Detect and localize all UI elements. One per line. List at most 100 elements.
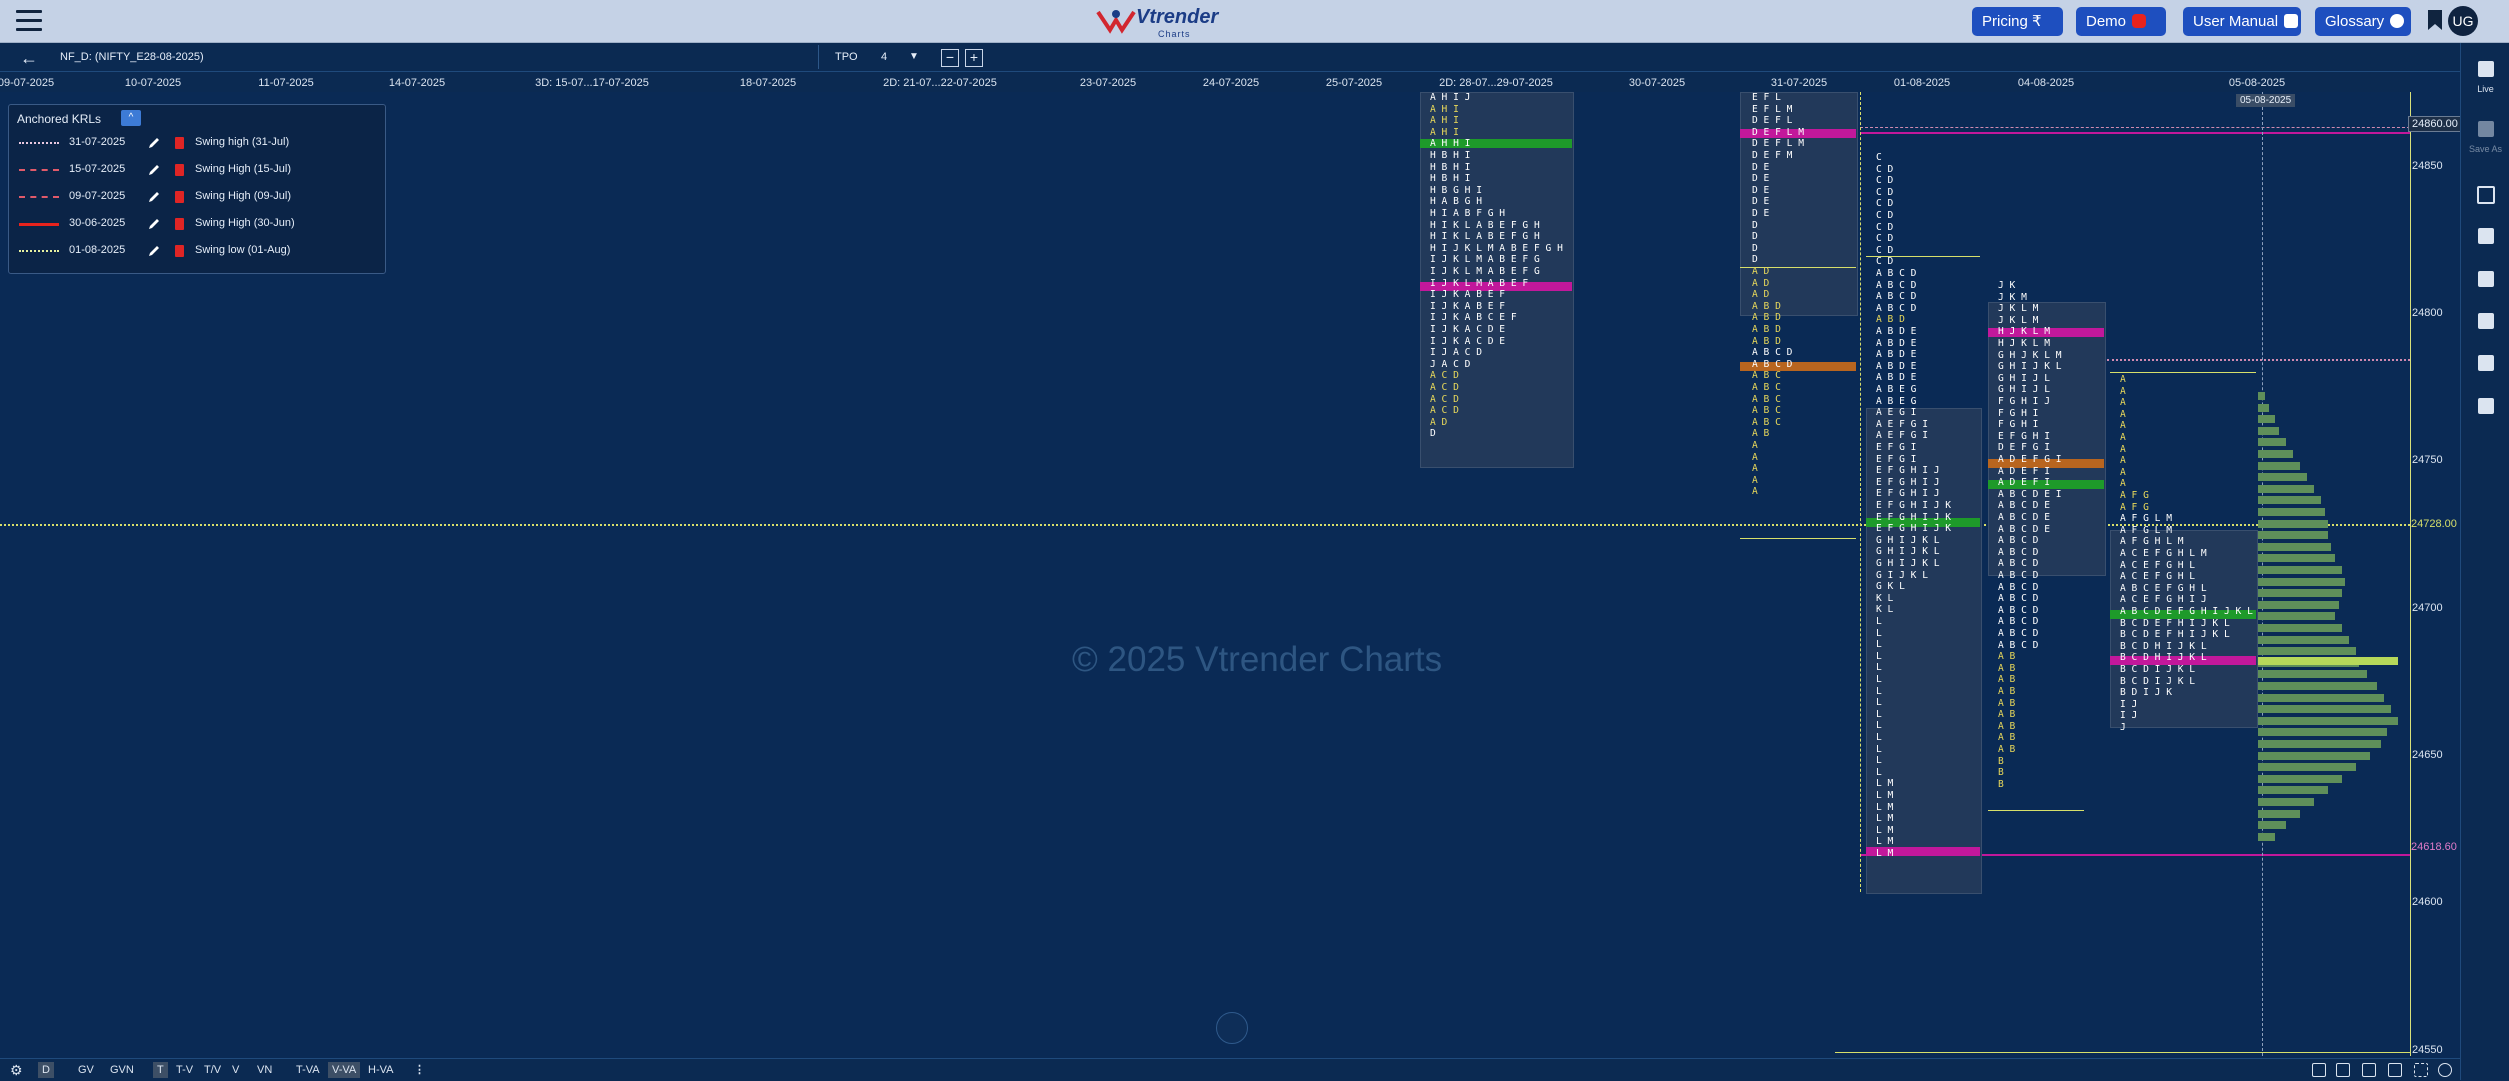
line-chart-icon[interactable] xyxy=(2336,1063,2350,1077)
trash-icon[interactable] xyxy=(175,164,184,176)
view-t-button[interactable]: T xyxy=(153,1062,168,1078)
tpo-row: L xyxy=(1876,743,1882,755)
tpo-row: A B C xyxy=(1752,405,1781,417)
tpo-row: A B C D xyxy=(1998,639,2039,651)
tpo-row: L M xyxy=(1876,848,1894,859)
tpo-value[interactable]: 4 xyxy=(881,51,888,63)
layout-split-button[interactable] xyxy=(2461,228,2509,249)
settings-gear-icon[interactable]: ⚙ xyxy=(10,1062,23,1078)
date-label: 2D: 28-07...29-07-2025 xyxy=(1439,77,1553,89)
single-view-button[interactable] xyxy=(2461,186,2509,209)
tpo-row: E F G H I xyxy=(1998,430,2050,442)
tpo-row: A B xyxy=(1998,720,2016,732)
pencil-icon[interactable] xyxy=(147,217,161,231)
krl-row: 01-08-2025 Swing low (01-Aug) xyxy=(9,241,385,261)
va-band xyxy=(2110,610,2256,619)
tpo-row: L xyxy=(1876,616,1882,627)
va-band xyxy=(1420,139,1572,148)
menu-icon[interactable] xyxy=(16,10,42,32)
trash-icon[interactable] xyxy=(175,245,184,257)
tpo-row: A B D E xyxy=(1876,360,1917,372)
tpo-row: H I A B F G H xyxy=(1430,208,1506,219)
date-label: 31-07-2025 xyxy=(1770,77,1828,89)
tpo-row: D E F G I xyxy=(1998,442,2050,454)
tpo-dropdown-icon[interactable]: ▼ xyxy=(909,51,919,62)
collapse-icon[interactable]: ^ xyxy=(121,110,141,126)
tpo-row: A B xyxy=(1998,732,2016,744)
layout-six-button[interactable] xyxy=(2461,398,2509,419)
pencil-icon[interactable] xyxy=(147,190,161,204)
live-icon xyxy=(2477,61,2494,77)
layout-rows-button[interactable] xyxy=(2461,271,2509,292)
tpo-row: A B C D xyxy=(1998,558,2039,570)
glossary-button[interactable]: Glossary xyxy=(2315,7,2411,36)
tpo-row: A B xyxy=(1998,686,2016,697)
pencil-icon[interactable] xyxy=(147,244,161,258)
vtrender-logo[interactable]: Vtrender Charts xyxy=(1096,4,1218,39)
tpo-row: G I J K L xyxy=(1876,569,1928,581)
market-profile-chart[interactable]: © 2025 Vtrender Charts 05-08-2025 A H I … xyxy=(0,92,2462,1056)
view-t-slash-v-button[interactable]: T/V xyxy=(204,1064,222,1076)
demo-button[interactable]: Demo xyxy=(2076,7,2166,36)
tpo-row: H B G H I xyxy=(1430,184,1482,196)
pencil-icon[interactable] xyxy=(147,136,161,150)
pricing-button[interactable]: Pricing ₹ xyxy=(1972,7,2063,36)
date-label: 10-07-2025 xyxy=(124,77,182,89)
user-manual-button[interactable]: User Manual xyxy=(2183,7,2301,36)
view-t-v-button[interactable]: T-V xyxy=(176,1064,194,1076)
back-arrow-icon[interactable]: ← xyxy=(20,48,38,68)
view-gv-button[interactable]: GV xyxy=(78,1064,94,1076)
histogram-bar xyxy=(2258,728,2387,737)
panel-icon[interactable] xyxy=(2388,1063,2402,1077)
pencil-icon[interactable] xyxy=(147,163,161,177)
tpo-row: A D E F G I xyxy=(1998,454,2062,465)
view-gvn-button[interactable]: GVN xyxy=(110,1064,134,1076)
expand-icon[interactable] xyxy=(2414,1063,2428,1077)
live-button[interactable]: Live xyxy=(2461,61,2509,94)
close-circle-icon[interactable] xyxy=(2438,1063,2452,1077)
tpo-row: L M xyxy=(1876,778,1894,790)
right-sidebar: Live Save As xyxy=(2460,43,2509,1080)
tpo-row: A B D xyxy=(1752,335,1781,347)
view-v-va-button[interactable]: V-VA xyxy=(328,1062,361,1078)
view-d-button[interactable]: D xyxy=(38,1062,54,1078)
zoom-out-button[interactable]: − xyxy=(941,49,959,67)
more-options-icon[interactable]: ⋮ xyxy=(414,1064,425,1076)
view-h-va-button[interactable]: H-VA xyxy=(368,1064,394,1076)
symbol-title: NF_D: (NIFTY_E28-08-2025) xyxy=(60,51,204,63)
poc-band xyxy=(1740,129,1856,138)
tpo-row: A E G I xyxy=(1876,407,1917,419)
layout-columns-button[interactable] xyxy=(2461,355,2509,376)
camera-icon[interactable] xyxy=(2362,1063,2376,1077)
view-vn-button[interactable]: VN xyxy=(257,1064,273,1076)
tpo-row: C D xyxy=(1876,175,1894,187)
trash-icon[interactable] xyxy=(175,218,184,230)
save-as-label: Save As xyxy=(2468,144,2503,154)
date-label: 09-07-2025 xyxy=(0,77,55,89)
table-view-icon[interactable] xyxy=(2312,1063,2326,1077)
layout-grid-button[interactable] xyxy=(2461,313,2509,334)
view-t-va-button[interactable]: T-VA xyxy=(296,1064,320,1076)
zoom-in-button[interactable]: + xyxy=(965,49,983,67)
tpo-row: E F G I xyxy=(1876,442,1917,453)
tpo-row: C xyxy=(1876,152,1882,163)
tpo-row: B C D I J K L xyxy=(2120,675,2196,687)
bookmark-icon[interactable] xyxy=(2428,10,2442,30)
user-avatar[interactable]: UG xyxy=(2448,6,2478,36)
save-as-button[interactable]: Save As xyxy=(2461,121,2509,154)
tpo-row: L xyxy=(1876,720,1882,732)
ib-line xyxy=(1866,256,1980,257)
tpo-row: D E xyxy=(1752,173,1770,185)
tpo-row: B C D E F H I J K L xyxy=(2120,617,2230,629)
trash-icon[interactable] xyxy=(175,191,184,203)
line-style-icon xyxy=(19,142,59,144)
trash-icon[interactable] xyxy=(175,137,184,149)
tpo-row: G H I J K L xyxy=(1876,534,1940,546)
view-v-button[interactable]: V xyxy=(232,1064,240,1076)
tpo-row: C D xyxy=(1876,221,1894,233)
tpo-row: A C D xyxy=(1430,405,1459,417)
krl-name: Swing high (31-Jul) xyxy=(195,136,290,148)
fullscreen-icon[interactable] xyxy=(1216,1012,1248,1044)
bottom-level-line xyxy=(1835,1052,2410,1053)
line-style-icon xyxy=(19,196,59,198)
